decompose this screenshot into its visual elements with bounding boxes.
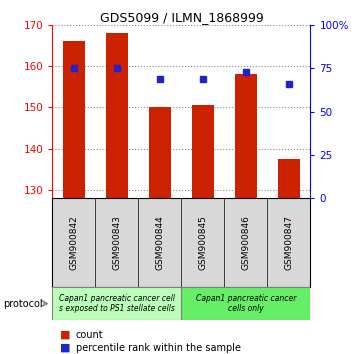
Bar: [192, 105, 214, 198]
Title: GDS5099 / ILMN_1868999: GDS5099 / ILMN_1868999: [100, 11, 263, 24]
Text: GSM900843: GSM900843: [112, 215, 121, 270]
Text: GSM900845: GSM900845: [199, 215, 208, 270]
Text: GSM900847: GSM900847: [284, 215, 293, 270]
Bar: [149, 107, 171, 198]
Bar: [106, 33, 128, 198]
Text: percentile rank within the sample: percentile rank within the sample: [76, 343, 241, 353]
Text: GSM900846: GSM900846: [242, 215, 251, 270]
Text: count: count: [76, 330, 104, 339]
Bar: [52, 287, 182, 320]
Text: ■: ■: [60, 330, 70, 339]
Text: Capan1 pancreatic cancer cell
s exposed to PS1 stellate cells: Capan1 pancreatic cancer cell s exposed …: [59, 294, 175, 313]
Bar: [278, 159, 300, 198]
Text: protocol: protocol: [4, 298, 43, 309]
Bar: [63, 41, 84, 198]
Text: GSM900842: GSM900842: [69, 215, 78, 270]
Text: ■: ■: [60, 343, 70, 353]
Bar: [181, 287, 310, 320]
Bar: [235, 74, 257, 198]
Text: GSM900844: GSM900844: [155, 215, 164, 270]
Text: Capan1 pancreatic cancer
cells only: Capan1 pancreatic cancer cells only: [196, 294, 296, 313]
